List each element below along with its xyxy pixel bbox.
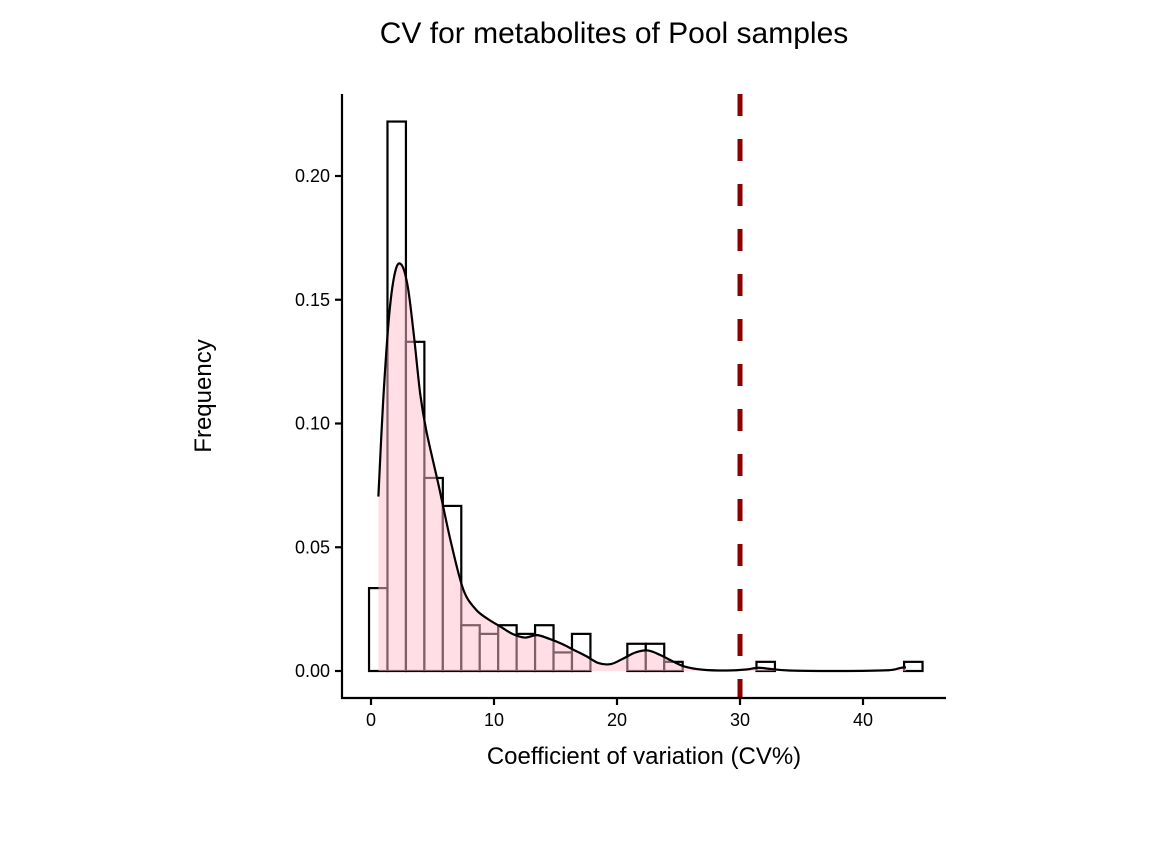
density-curve-layer xyxy=(377,262,907,673)
x-tick-label: 20 xyxy=(607,710,627,730)
y-tick-label: 0.00 xyxy=(295,661,330,681)
density-line xyxy=(377,262,907,673)
axes: 0 10 20 30 40 0.00 0.05 0.10 0.15 0.20 xyxy=(295,94,946,730)
y-tick-label: 0.20 xyxy=(295,166,330,186)
density-area xyxy=(378,263,907,672)
x-axis-title: Coefficient of variation (CV%) xyxy=(487,743,801,770)
y-tick-label: 0.05 xyxy=(295,537,330,557)
y-axis-title: Frequency xyxy=(190,339,217,452)
chart-title: CV for metabolites of Pool samples xyxy=(380,17,849,50)
x-tick-label: 10 xyxy=(484,710,504,730)
x-tick-label: 40 xyxy=(853,710,873,730)
y-tick-label: 0.15 xyxy=(295,290,330,310)
y-tick-label: 0.10 xyxy=(295,414,330,434)
x-tick-label: 30 xyxy=(730,710,750,730)
histogram-bar xyxy=(902,660,924,673)
x-tick-label: 0 xyxy=(366,710,376,730)
